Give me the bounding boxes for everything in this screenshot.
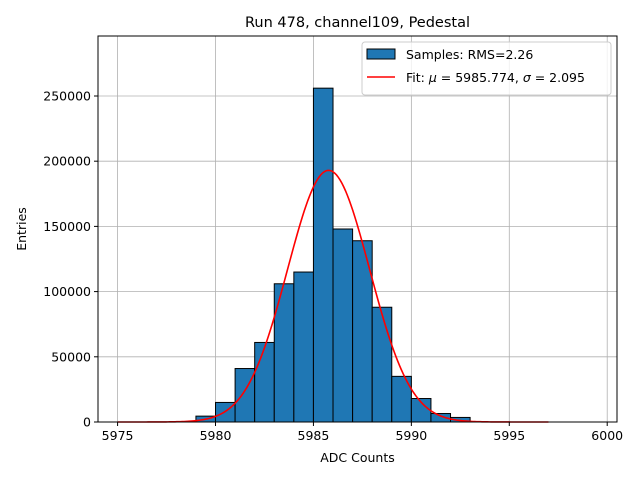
y-tick-label-4: 200000 [43,154,91,169]
x-axis-label: ADC Counts [320,450,395,465]
y-tick-label-5: 250000 [43,88,91,103]
histogram-bar-3 [254,341,275,423]
x-axis-ticks: 5975 5980 5985 5990 5995 6000 [102,422,623,443]
legend-fit-label: Fit: μ = 5985.774, σ = 2.095 [406,70,585,85]
legend-samples-label: Samples: RMS=2.26 [406,47,533,62]
histogram-bar-6 [312,87,334,423]
histogram-bars [195,87,471,423]
y-axis-ticks: 0 50000 100000 150000 200000 250000 [43,88,98,430]
x-tick-label-4: 5995 [493,428,525,443]
legend: Samples: RMS=2.26 Fit: μ = 5985.774, σ =… [361,41,612,96]
histogram-bar-7 [332,228,354,423]
legend-sigma-symbol: σ [523,70,532,85]
y-axis-label: Entries [14,207,29,251]
y-tick-label-1: 50000 [51,349,91,364]
y-tick-label-2: 100000 [43,284,91,299]
legend-mu-value: = 5985.774, [437,70,523,85]
legend-sigma-value: = 2.095 [531,70,585,85]
legend-box [361,41,612,96]
histogram-bar-2 [234,368,256,423]
x-tick-label-2: 5985 [298,428,330,443]
chart-title: Run 478, channel109, Pedestal [245,15,470,31]
x-tick-label-5: 6000 [591,428,623,443]
histogram-bar-9 [371,306,393,423]
legend-samples-swatch [366,48,396,60]
x-tick-label-1: 5980 [200,428,232,443]
legend-fit-prefix: Fit: [406,70,429,85]
plot-frame [97,35,618,423]
y-tick-label-3: 150000 [43,219,91,234]
histogram-bar-5 [293,271,314,423]
x-tick-label-3: 5990 [395,428,427,443]
y-tick-label-0: 0 [83,415,91,430]
x-tick-label-0: 5975 [102,428,134,443]
legend-mu-symbol: μ [428,70,437,85]
